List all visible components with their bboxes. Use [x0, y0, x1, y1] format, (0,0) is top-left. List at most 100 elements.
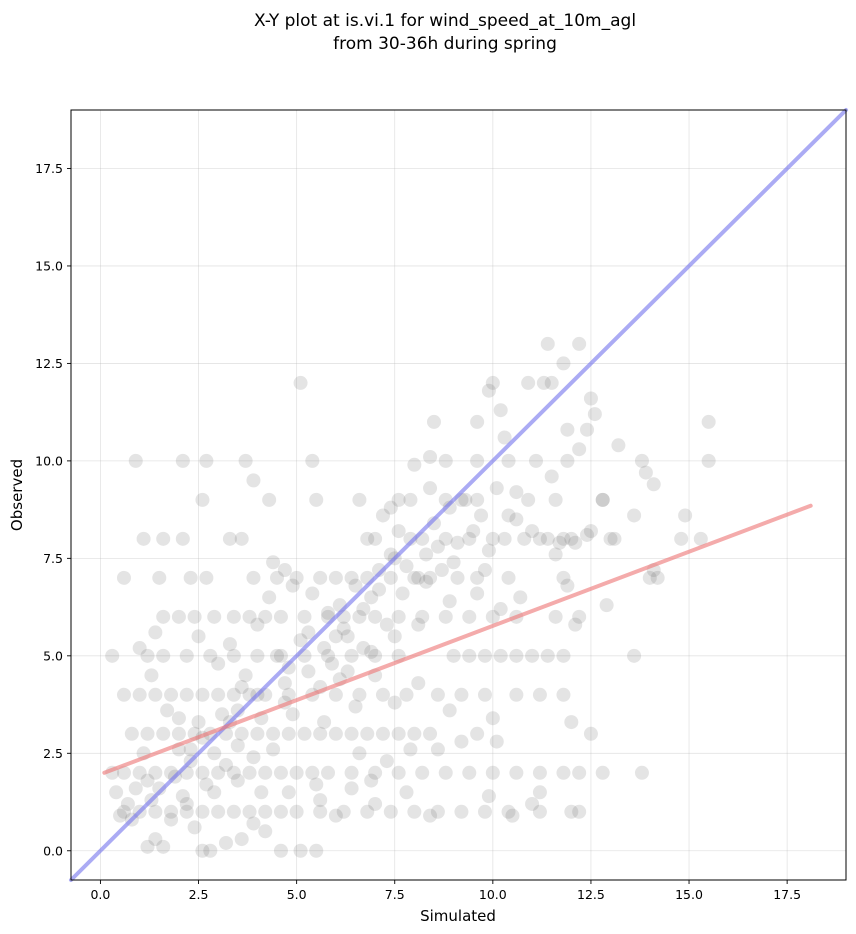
scatter-point [230, 703, 245, 718]
scatter-point [415, 765, 430, 780]
scatter-point [328, 726, 343, 741]
scatter-point [309, 492, 324, 507]
scatter-point [368, 648, 383, 663]
scatter-point [246, 750, 261, 765]
scatter-point [313, 804, 328, 819]
scatter-point [234, 832, 249, 847]
scatter-point [313, 726, 328, 741]
scatter-point [116, 687, 131, 702]
scatter-point [148, 625, 163, 640]
scatter-point [328, 808, 343, 823]
y-tick-label: 0.0 [43, 843, 63, 858]
scatter-point [179, 804, 194, 819]
scatter-point [250, 726, 265, 741]
scatter-point [627, 508, 642, 523]
scatter-point [423, 449, 438, 464]
scatter-point [430, 687, 445, 702]
scatter-point [556, 648, 571, 663]
scatter-point [195, 492, 210, 507]
axis-ticks: 0.0 2.5 5.0 7.5 10.0 12.5 15.0 17.5 0.0 2.5 5.0 7.5… [35, 161, 801, 902]
scatter-point [529, 453, 543, 468]
scatter-point [426, 414, 441, 429]
scatter-point [470, 492, 485, 507]
scatter-point [285, 707, 300, 722]
scatter-point [281, 726, 296, 741]
scatter-point [372, 563, 387, 578]
scatter-point [226, 687, 241, 702]
scatter-point [179, 796, 194, 811]
scatter-point [328, 687, 343, 702]
scatter-point [477, 648, 492, 663]
scatter-point [301, 625, 316, 640]
scatter-point [650, 570, 665, 585]
scatter-point [211, 687, 226, 702]
scatter-point [485, 711, 500, 726]
scatter-point [489, 734, 504, 749]
scatter-point [372, 582, 387, 597]
scatter-point [336, 804, 351, 819]
scatter-point [364, 644, 379, 659]
scatter-point [226, 648, 241, 663]
scatter-point [148, 687, 163, 702]
x-tick-label: 0.0 [90, 887, 110, 902]
scatter-point [426, 516, 441, 531]
scatter-point [273, 648, 288, 663]
scatter-point [348, 578, 363, 593]
scatter-point [572, 336, 587, 351]
scatter-point [128, 453, 143, 468]
scatter-point [532, 687, 547, 702]
plot-frame [70, 109, 847, 881]
scatter-point [183, 570, 198, 585]
scatter-point [246, 816, 261, 831]
scatter-point [438, 609, 453, 624]
scatter-point [164, 812, 179, 827]
scatter-point [470, 414, 485, 429]
y-tick-label: 2.5 [43, 746, 63, 761]
scatter-point [281, 660, 296, 675]
scatter-points [105, 336, 716, 858]
scatter-point [634, 453, 649, 468]
regression-lines [69, 108, 848, 882]
scatter-point [309, 777, 324, 792]
scatter-point [462, 765, 477, 780]
scatter-point [489, 481, 504, 496]
scatter-point [348, 699, 363, 714]
scatter-point [203, 843, 218, 858]
scatter-point [262, 492, 277, 507]
scatter-point [140, 773, 155, 788]
scatter-point [407, 570, 422, 585]
scatter-point [493, 403, 508, 418]
scatter-point [407, 457, 422, 472]
scatter-point [560, 422, 575, 437]
scatter-point [360, 726, 375, 741]
scatter-point [321, 648, 336, 663]
scatter-point [391, 492, 406, 507]
scatter-point [474, 508, 489, 523]
scatter-point [470, 453, 485, 468]
scatter-point [442, 703, 457, 718]
scatter-point [266, 742, 281, 757]
scatter-point [148, 765, 163, 780]
scatter-point [646, 477, 661, 492]
scatter-point [191, 715, 206, 730]
scatter-point [344, 570, 359, 585]
scatter-point [501, 508, 516, 523]
scatter-point [517, 531, 532, 546]
scatter-point [462, 531, 477, 546]
scatter-point [513, 590, 528, 605]
x-tick-label: 2.5 [189, 887, 209, 902]
scatter-point [509, 485, 524, 500]
scatter-point [470, 570, 485, 585]
scatter-point [277, 563, 292, 578]
scatter-point [164, 804, 179, 819]
scatter-point [368, 531, 383, 546]
scatter-point [477, 563, 492, 578]
scatter-point [266, 555, 281, 570]
scatter-point [352, 492, 367, 507]
scatter-point [379, 617, 394, 632]
scatter-point [375, 687, 390, 702]
scatter-point [360, 804, 375, 819]
scatter-point [120, 796, 135, 811]
scatter-point [399, 559, 414, 574]
scatter-point [175, 531, 190, 546]
